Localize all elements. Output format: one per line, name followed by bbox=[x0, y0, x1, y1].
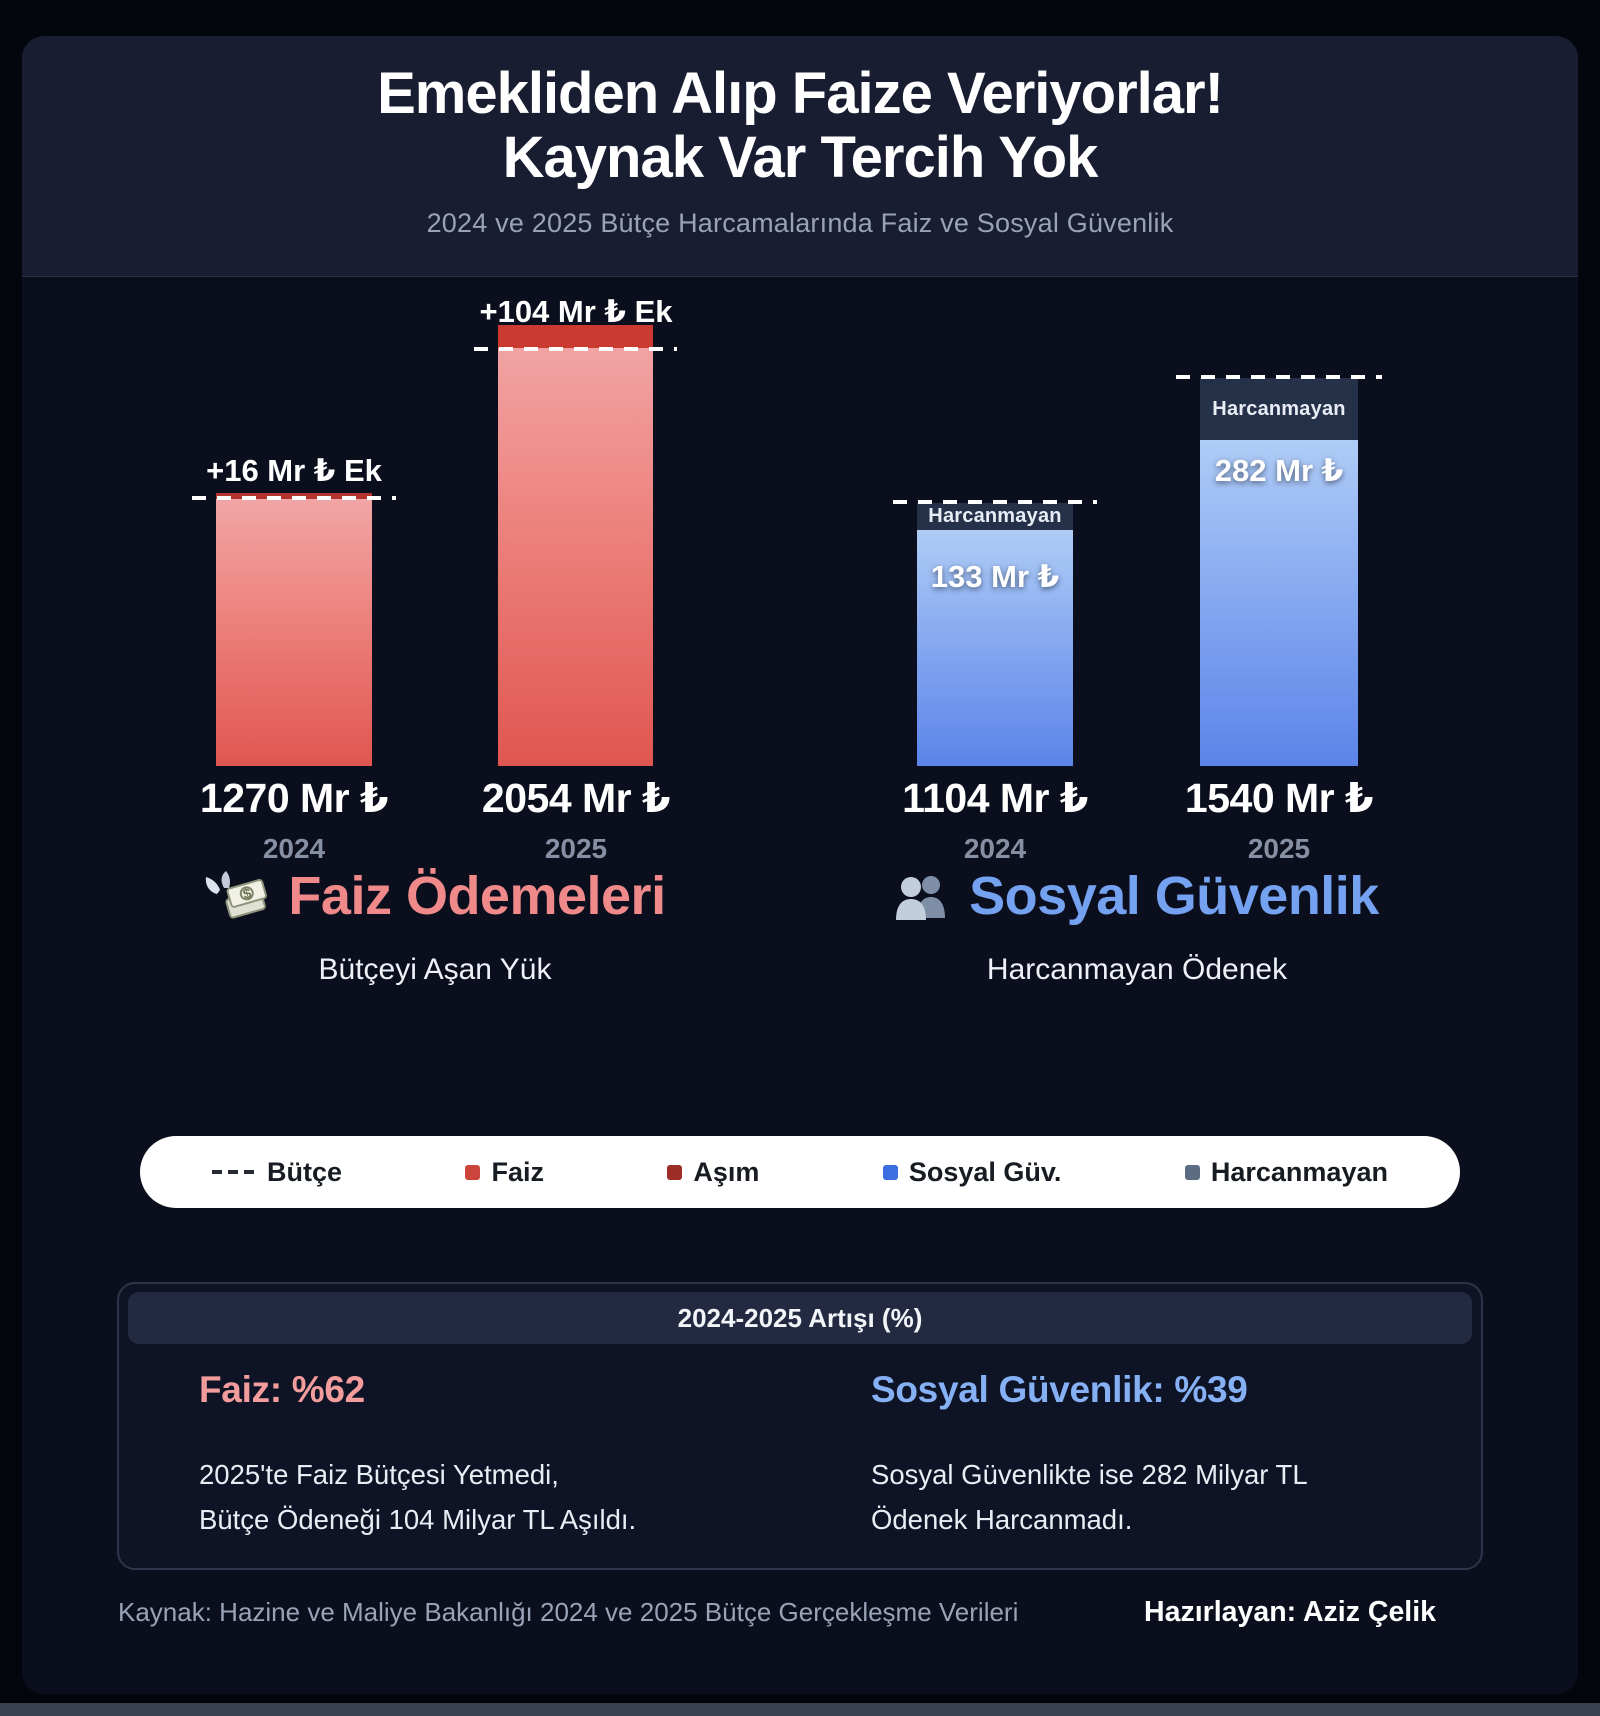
legend-item-harcanmayan: Harcanmayan bbox=[1184, 1156, 1388, 1188]
bar-faiz-2025 bbox=[498, 325, 653, 766]
value-label-sosyal-2024: 1104 Mr ₺ bbox=[902, 775, 1088, 821]
legend-item-faiz: Faiz bbox=[465, 1157, 544, 1188]
title-line-1: Emekliden Alıp Faize Veriyorlar! bbox=[377, 61, 1224, 126]
source-note: Kaynak: Hazine ve Maliye Bakanlığı 2024 … bbox=[118, 1596, 1019, 1627]
desc-faiz: 2025'te Faiz Bütçesi Yetmedi, Bütçe Öden… bbox=[199, 1453, 809, 1542]
stat-sosyal: Sosyal Güvenlik: %39 bbox=[871, 1369, 1248, 1410]
budget-line-sosyal-2024 bbox=[893, 500, 1097, 504]
desc-faiz-line-1: 2025'te Faiz Bütçesi Yetmedi, bbox=[199, 1459, 559, 1490]
unspent-value-2025: 282 Mr ₺ bbox=[1214, 453, 1344, 488]
group-title-faiz: $ Faiz Ödemeleri bbox=[85, 865, 785, 927]
square-swatch-icon bbox=[1184, 1164, 1200, 1180]
square-swatch-icon bbox=[465, 1164, 481, 1180]
dash-swatch-icon bbox=[212, 1170, 256, 1174]
bar-sosyal-2024 bbox=[917, 530, 1073, 766]
summary-columns: Faiz: %62 2025'te Faiz Bütçesi Yetmedi, … bbox=[119, 1344, 1481, 1542]
group-title-sosyal: Sosyal Güvenlik bbox=[787, 865, 1487, 927]
money-with-wings-icon: $ bbox=[204, 870, 270, 922]
legend: Bütçe Faiz Aşım Sosyal Güv. Harcanmayan bbox=[140, 1136, 1460, 1208]
overrun-cap-2025 bbox=[498, 325, 653, 348]
bar-faiz-2024 bbox=[216, 493, 372, 766]
stat-faiz: Faiz: %62 bbox=[199, 1369, 365, 1410]
group-title-sosyal-text: Sosyal Güvenlik bbox=[969, 866, 1379, 926]
desc-sosyal-line-2: Ödenek Harcanmadı. bbox=[871, 1503, 1133, 1535]
unspent-band-2025: Harcanmayan bbox=[1200, 378, 1358, 440]
summary-col-faiz: Faiz: %62 2025'te Faiz Bütçesi Yetmedi, … bbox=[119, 1369, 809, 1542]
bar-sosyal-2025 bbox=[1200, 440, 1358, 766]
title-line-2: Kaynak Var Tercih Yok bbox=[502, 124, 1099, 190]
year-label-faiz-2025: 2025 bbox=[544, 833, 608, 864]
budget-line-faiz-2024 bbox=[192, 496, 396, 500]
desc-sosyal-line-1: Sosyal Güvenlikte ise 282 Milyar TL bbox=[871, 1459, 1308, 1490]
footer: Kaynak: Hazine ve Maliye Bakanlığı 2024 … bbox=[22, 1580, 1578, 1644]
bottom-strip bbox=[0, 1703, 1600, 1716]
header: Emekliden Alıp Faize Veriyorlar! Kaynak … bbox=[22, 36, 1578, 277]
summary-header: 2024-2025 Artışı (%) bbox=[128, 1292, 1472, 1344]
square-swatch-icon bbox=[667, 1164, 683, 1180]
budget-line-faiz-2025 bbox=[474, 347, 677, 351]
desc-sosyal: Sosyal Güvenlikte ise 282 Milyar TL Öden… bbox=[871, 1453, 1481, 1542]
group-tagline-faiz: Bütçeyi Aşan Yük bbox=[318, 953, 552, 986]
unspent-band-2024: Harcanmayan bbox=[917, 503, 1073, 530]
legend-label-butce: Bütçe bbox=[267, 1156, 343, 1187]
legend-label-asim: Aşım bbox=[693, 1156, 760, 1187]
page-title: Emekliden Alıp Faize Veriyorlar! Kaynak … bbox=[22, 36, 1578, 190]
author-credit: Hazırlayan: Aziz Çelik bbox=[1144, 1595, 1436, 1628]
infographic-card: Emekliden Alıp Faize Veriyorlar! Kaynak … bbox=[22, 36, 1578, 1694]
summary-box: 2024-2025 Artışı (%) Faiz: %62 2025'te F… bbox=[117, 1282, 1483, 1570]
desc-faiz-line-2: Bütçe Ödeneği 104 Milyar TL Aşıldı. bbox=[199, 1503, 637, 1535]
legend-item-butce: Bütçe bbox=[212, 1157, 342, 1188]
legend-label-faiz: Faiz bbox=[491, 1156, 544, 1187]
annotation-faiz-2025-ek: +104 Mr ₺ Ek bbox=[479, 294, 673, 329]
square-swatch-icon bbox=[882, 1164, 898, 1180]
year-label-sosyal-2024: 2024 bbox=[963, 833, 1027, 864]
value-label-faiz-2025: 2054 Mr ₺ bbox=[481, 775, 671, 821]
summary-col-sosyal: Sosyal Güvenlik: %39 Sosyal Güvenlikte i… bbox=[809, 1369, 1481, 1542]
legend-item-asim: Aşım bbox=[667, 1157, 759, 1188]
busts-in-silhouette-icon bbox=[895, 872, 951, 920]
group-title-faiz-text: Faiz Ödemeleri bbox=[288, 866, 666, 926]
legend-label-sosyal: Sosyal Güv. bbox=[908, 1156, 1062, 1187]
budget-line-sosyal-2025 bbox=[1176, 375, 1382, 379]
year-label-sosyal-2025: 2025 bbox=[1247, 833, 1311, 864]
bar-chart: +16 Mr ₺ Ek +104 Mr ₺ Ek Harcanmayan Har… bbox=[22, 277, 1578, 1037]
annotation-faiz-2024-ek: +16 Mr ₺ Ek bbox=[206, 453, 382, 488]
value-label-sosyal-2025: 1540 Mr ₺ bbox=[1184, 775, 1374, 821]
value-label-faiz-2024: 1270 Mr ₺ bbox=[199, 775, 389, 821]
legend-label-harcanmayan: Harcanmayan bbox=[1210, 1156, 1388, 1187]
unspent-value-2024: 133 Mr ₺ bbox=[930, 559, 1060, 594]
legend-item-sosyal: Sosyal Güv. bbox=[882, 1156, 1062, 1188]
year-label-faiz-2024: 2024 bbox=[262, 833, 326, 864]
page-subtitle: 2024 ve 2025 Bütçe Harcamalarında Faiz v… bbox=[426, 207, 1174, 238]
group-tagline-sosyal: Harcanmayan Ödenek bbox=[986, 953, 1288, 986]
